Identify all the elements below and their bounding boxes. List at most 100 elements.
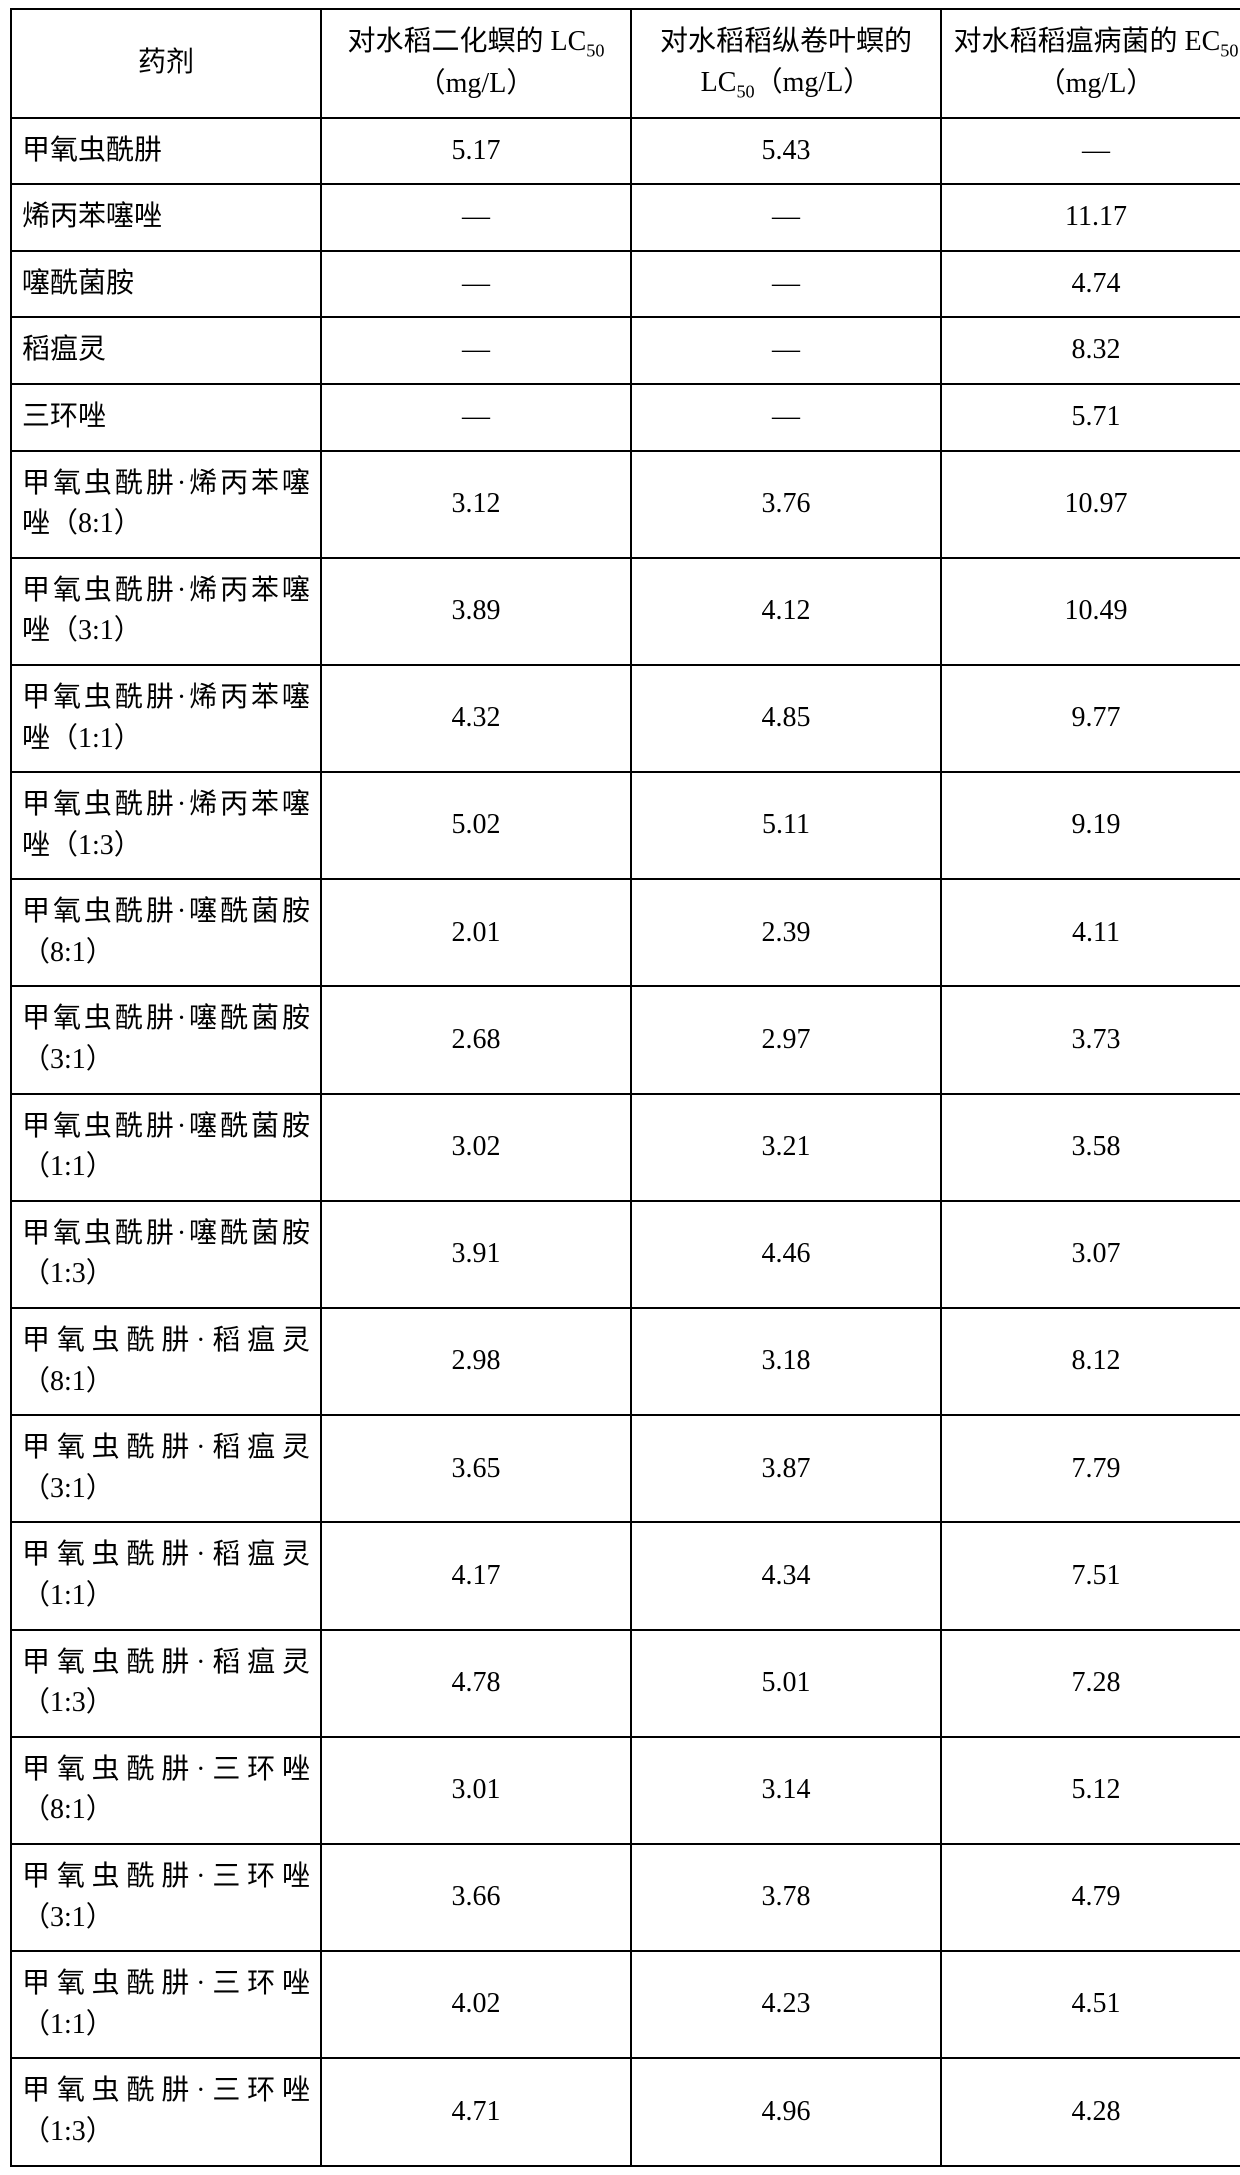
value-cell: 3.66 bbox=[321, 1844, 631, 1951]
value-cell: 3.78 bbox=[631, 1844, 941, 1951]
value-cell: — bbox=[631, 384, 941, 451]
value-cell: 5.71 bbox=[941, 384, 1240, 451]
value-cell: — bbox=[631, 184, 941, 251]
value-cell: 4.46 bbox=[631, 1201, 941, 1308]
value-cell: 3.73 bbox=[941, 986, 1240, 1093]
col-header-lc50-chilo-sub: 50 bbox=[586, 41, 604, 61]
value-cell: 3.89 bbox=[321, 558, 631, 665]
value-cell: 2.97 bbox=[631, 986, 941, 1093]
value-cell: 2.39 bbox=[631, 879, 941, 986]
value-cell: 3.58 bbox=[941, 1094, 1240, 1201]
table-row: 甲氧虫酰肼·三环唑（3:1）3.663.784.79 bbox=[11, 1844, 1240, 1951]
value-cell: 5.12 bbox=[941, 1737, 1240, 1844]
value-cell: 4.96 bbox=[631, 2058, 941, 2165]
value-cell: — bbox=[321, 384, 631, 451]
header-row: 药剂 对水稻二化螟的 LC50（mg/L） 对水稻稻纵卷叶螟的 LC50（mg/… bbox=[11, 9, 1240, 118]
value-cell: 10.97 bbox=[941, 451, 1240, 558]
agent-cell: 甲氧虫酰肼·噻酰菌胺（1:3） bbox=[11, 1201, 321, 1308]
table-head: 药剂 对水稻二化螟的 LC50（mg/L） 对水稻稻纵卷叶螟的 LC50（mg/… bbox=[11, 9, 1240, 118]
table-row: 甲氧虫酰肼·稻瘟灵（1:1）4.174.347.51 bbox=[11, 1522, 1240, 1629]
col-header-ec50-blast: 对水稻稻瘟病菌的 EC50（mg/L） bbox=[941, 9, 1240, 118]
col-header-lc50-leafroller: 对水稻稻纵卷叶螟的 LC50（mg/L） bbox=[631, 9, 941, 118]
value-cell: 5.43 bbox=[631, 118, 941, 185]
value-cell: 3.07 bbox=[941, 1201, 1240, 1308]
col-header-lc50-chilo-suffix: （mg/L） bbox=[418, 68, 535, 99]
agent-cell: 烯丙苯噻唑 bbox=[11, 184, 321, 251]
value-cell: 4.02 bbox=[321, 1951, 631, 2058]
value-cell: 5.17 bbox=[321, 118, 631, 185]
value-cell: 4.28 bbox=[941, 2058, 1240, 2165]
agent-cell: 甲氧虫酰肼·三环唑（8:1） bbox=[11, 1737, 321, 1844]
table-row: 甲氧虫酰肼·三环唑（1:1）4.024.234.51 bbox=[11, 1951, 1240, 2058]
col-header-lc50-leafroller-sub: 50 bbox=[736, 81, 754, 101]
data-table: 药剂 对水稻二化螟的 LC50（mg/L） 对水稻稻纵卷叶螟的 LC50（mg/… bbox=[10, 8, 1240, 2167]
value-cell: 9.19 bbox=[941, 772, 1240, 879]
value-cell: 7.28 bbox=[941, 1630, 1240, 1737]
value-cell: 3.14 bbox=[631, 1737, 941, 1844]
table-row: 噻酰菌胺——4.74 bbox=[11, 251, 1240, 318]
value-cell: 5.02 bbox=[321, 772, 631, 879]
value-cell: 3.91 bbox=[321, 1201, 631, 1308]
value-cell: 4.79 bbox=[941, 1844, 1240, 1951]
agent-cell: 甲氧虫酰肼·稻瘟灵（8:1） bbox=[11, 1308, 321, 1415]
value-cell: 2.68 bbox=[321, 986, 631, 1093]
value-cell: 4.12 bbox=[631, 558, 941, 665]
table-row: 甲氧虫酰肼·三环唑（8:1）3.013.145.12 bbox=[11, 1737, 1240, 1844]
table-row: 甲氧虫酰肼·稻瘟灵（1:3）4.785.017.28 bbox=[11, 1630, 1240, 1737]
table-body: 甲氧虫酰肼5.175.43—烯丙苯噻唑——11.17噻酰菌胺——4.74稻瘟灵—… bbox=[11, 118, 1240, 2166]
table-row: 甲氧虫酰肼·烯丙苯噻唑（3:1）3.894.1210.49 bbox=[11, 558, 1240, 665]
value-cell: — bbox=[631, 251, 941, 318]
col-header-agent-label: 药剂 bbox=[138, 47, 194, 78]
value-cell: 4.23 bbox=[631, 1951, 941, 2058]
value-cell: 5.11 bbox=[631, 772, 941, 879]
table-row: 甲氧虫酰肼·噻酰菌胺（1:1）3.023.213.58 bbox=[11, 1094, 1240, 1201]
agent-cell: 甲氧虫酰肼·噻酰菌胺（3:1） bbox=[11, 986, 321, 1093]
value-cell: — bbox=[941, 118, 1240, 185]
table-row: 甲氧虫酰肼·三环唑（1:3）4.714.964.28 bbox=[11, 2058, 1240, 2165]
value-cell: — bbox=[321, 184, 631, 251]
table-row: 甲氧虫酰肼5.175.43— bbox=[11, 118, 1240, 185]
table-row: 甲氧虫酰肼·噻酰菌胺（3:1）2.682.973.73 bbox=[11, 986, 1240, 1093]
value-cell: 3.02 bbox=[321, 1094, 631, 1201]
table-row: 甲氧虫酰肼·烯丙苯噻唑（1:1）4.324.859.77 bbox=[11, 665, 1240, 772]
value-cell: 3.18 bbox=[631, 1308, 941, 1415]
table-row: 甲氧虫酰肼·稻瘟灵（8:1）2.983.188.12 bbox=[11, 1308, 1240, 1415]
value-cell: 2.01 bbox=[321, 879, 631, 986]
agent-cell: 甲氧虫酰肼·三环唑（3:1） bbox=[11, 1844, 321, 1951]
value-cell: — bbox=[321, 317, 631, 384]
col-header-lc50-chilo-prefix: 对水稻二化螟的 LC bbox=[348, 26, 587, 57]
value-cell: 4.78 bbox=[321, 1630, 631, 1737]
value-cell: 10.49 bbox=[941, 558, 1240, 665]
agent-cell: 甲氧虫酰肼·噻酰菌胺（8:1） bbox=[11, 879, 321, 986]
value-cell: 3.12 bbox=[321, 451, 631, 558]
agent-cell: 噻酰菌胺 bbox=[11, 251, 321, 318]
table-row: 甲氧虫酰肼·烯丙苯噻唑（1:3）5.025.119.19 bbox=[11, 772, 1240, 879]
value-cell: 4.32 bbox=[321, 665, 631, 772]
page: 药剂 对水稻二化螟的 LC50（mg/L） 对水稻稻纵卷叶螟的 LC50（mg/… bbox=[0, 0, 1240, 2175]
value-cell: — bbox=[321, 251, 631, 318]
table-row: 甲氧虫酰肼·噻酰菌胺（1:3）3.914.463.07 bbox=[11, 1201, 1240, 1308]
value-cell: 2.98 bbox=[321, 1308, 631, 1415]
agent-cell: 甲氧虫酰肼·稻瘟灵（3:1） bbox=[11, 1415, 321, 1522]
table-row: 甲氧虫酰肼·噻酰菌胺（8:1）2.012.394.11 bbox=[11, 879, 1240, 986]
value-cell: 4.51 bbox=[941, 1951, 1240, 2058]
value-cell: 4.34 bbox=[631, 1522, 941, 1629]
col-header-lc50-leafroller-suffix: （mg/L） bbox=[755, 67, 872, 98]
value-cell: 9.77 bbox=[941, 665, 1240, 772]
value-cell: 4.74 bbox=[941, 251, 1240, 318]
value-cell: 4.85 bbox=[631, 665, 941, 772]
table-row: 稻瘟灵——8.32 bbox=[11, 317, 1240, 384]
agent-cell: 甲氧虫酰肼·稻瘟灵（1:1） bbox=[11, 1522, 321, 1629]
value-cell: 5.01 bbox=[631, 1630, 941, 1737]
value-cell: 7.79 bbox=[941, 1415, 1240, 1522]
value-cell: 11.17 bbox=[941, 184, 1240, 251]
col-header-ec50-blast-sub: 50 bbox=[1220, 41, 1238, 61]
value-cell: 4.17 bbox=[321, 1522, 631, 1629]
table-row: 甲氧虫酰肼·稻瘟灵（3:1）3.653.877.79 bbox=[11, 1415, 1240, 1522]
agent-cell: 甲氧虫酰肼·三环唑（1:1） bbox=[11, 1951, 321, 2058]
value-cell: 3.65 bbox=[321, 1415, 631, 1522]
agent-cell: 甲氧虫酰肼·烯丙苯噻唑（1:3） bbox=[11, 772, 321, 879]
col-header-ec50-blast-prefix: 对水稻稻瘟病菌的 EC bbox=[954, 26, 1221, 57]
value-cell: 8.32 bbox=[941, 317, 1240, 384]
table-row: 烯丙苯噻唑——11.17 bbox=[11, 184, 1240, 251]
